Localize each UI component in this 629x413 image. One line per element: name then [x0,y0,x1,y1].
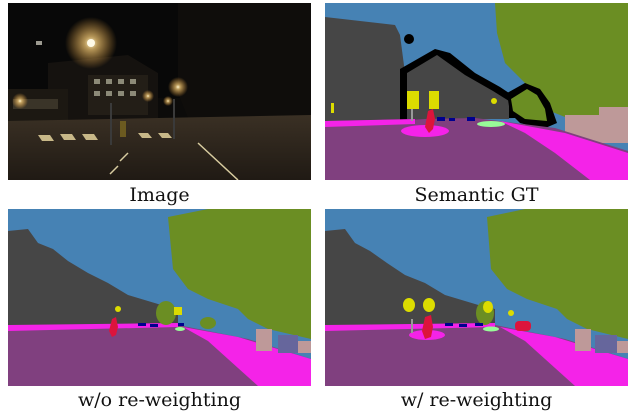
night-street-image [8,3,311,180]
prediction-with-reweighting [325,209,628,386]
caption-image: Image [129,184,190,206]
prediction-wo-segmentation [8,209,311,386]
night-street-photo [8,3,311,180]
caption-semantic-gt: Semantic GT [414,184,539,206]
caption-with-reweighting: w/ re-weighting [400,389,553,411]
prediction-without-reweighting [8,209,311,386]
semantic-gt-map [325,3,628,180]
prediction-w-segmentation [325,209,628,386]
caption-without-reweighting: w/o re-weighting [78,389,241,411]
semantic-gt-segmentation [325,3,628,180]
